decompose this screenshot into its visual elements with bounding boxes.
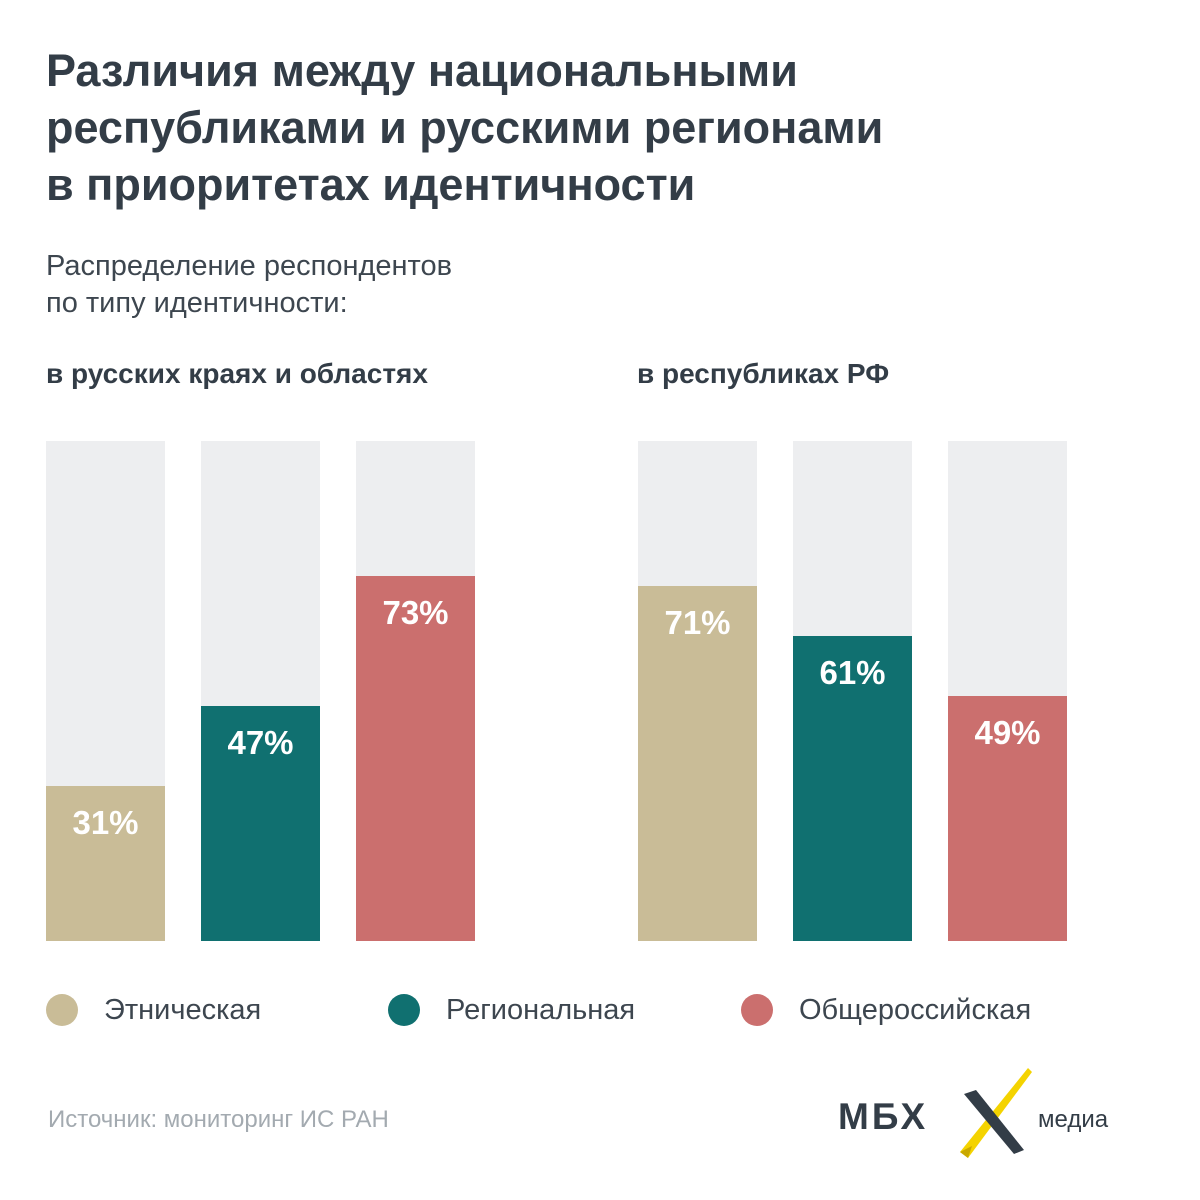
data-label-regional-group-2: 61%: [819, 654, 885, 691]
legend-label: Этническая: [104, 993, 262, 1026]
bar-all-russian-group-2: [948, 696, 1067, 941]
legend-item-regional: Региональная: [388, 990, 635, 1030]
chart-title-line: в приоритетах идентичности: [46, 159, 696, 210]
legend-swatch: [741, 994, 773, 1026]
mbx-media-logo: МБХ медиа: [838, 1066, 1128, 1166]
bar-ethnic-group-2: [638, 586, 757, 941]
chart-subtitle: Распределение респондентов по типу идент…: [46, 248, 746, 322]
chart-subtitle-line: по типу идентичности:: [46, 287, 348, 319]
bar-chart: 31% 47% 73% 71% 61% 49%: [46, 441, 1067, 941]
legend-item-ethnic: Этническая: [46, 990, 261, 1030]
bar-all-russian-group-1: [356, 576, 475, 941]
legend-label: Общероссийская: [799, 993, 1032, 1026]
bar-regional-group-1: [201, 706, 320, 941]
bar-regional-group-2: [793, 636, 912, 941]
chart-title-line: Различия между национальными: [46, 45, 798, 96]
data-label-all-russian-group-1: 73%: [382, 594, 448, 631]
group-title-russian-regions: в русских краях и областях: [46, 358, 428, 389]
data-label-ethnic-group-1: 31%: [72, 804, 138, 841]
source-note: Источник: мониторинг ИС РАН: [48, 1106, 389, 1133]
logo-suffix: медиа: [1038, 1106, 1109, 1133]
data-label-ethnic-group-2: 71%: [664, 604, 730, 641]
chart-subtitle-line: Распределение респондентов: [46, 250, 453, 282]
legend-swatch: [46, 994, 78, 1026]
data-label-all-russian-group-2: 49%: [974, 714, 1040, 751]
data-label-regional-group-1: 47%: [227, 724, 293, 761]
x-logo-icon: [960, 1068, 1032, 1158]
legend-item-all-russian: Общероссийская: [741, 990, 1031, 1030]
logo-wordmark: МБХ: [838, 1096, 929, 1137]
bar-ethnic-group-1: [46, 786, 165, 941]
legend-swatch: [388, 994, 420, 1026]
chart-title: Различия между национальными республикам…: [46, 42, 1146, 213]
chart-title-line: республиками и русскими регионами: [46, 102, 884, 153]
group-title-republics: в республиках РФ: [637, 358, 890, 389]
legend-label: Региональная: [446, 993, 636, 1026]
